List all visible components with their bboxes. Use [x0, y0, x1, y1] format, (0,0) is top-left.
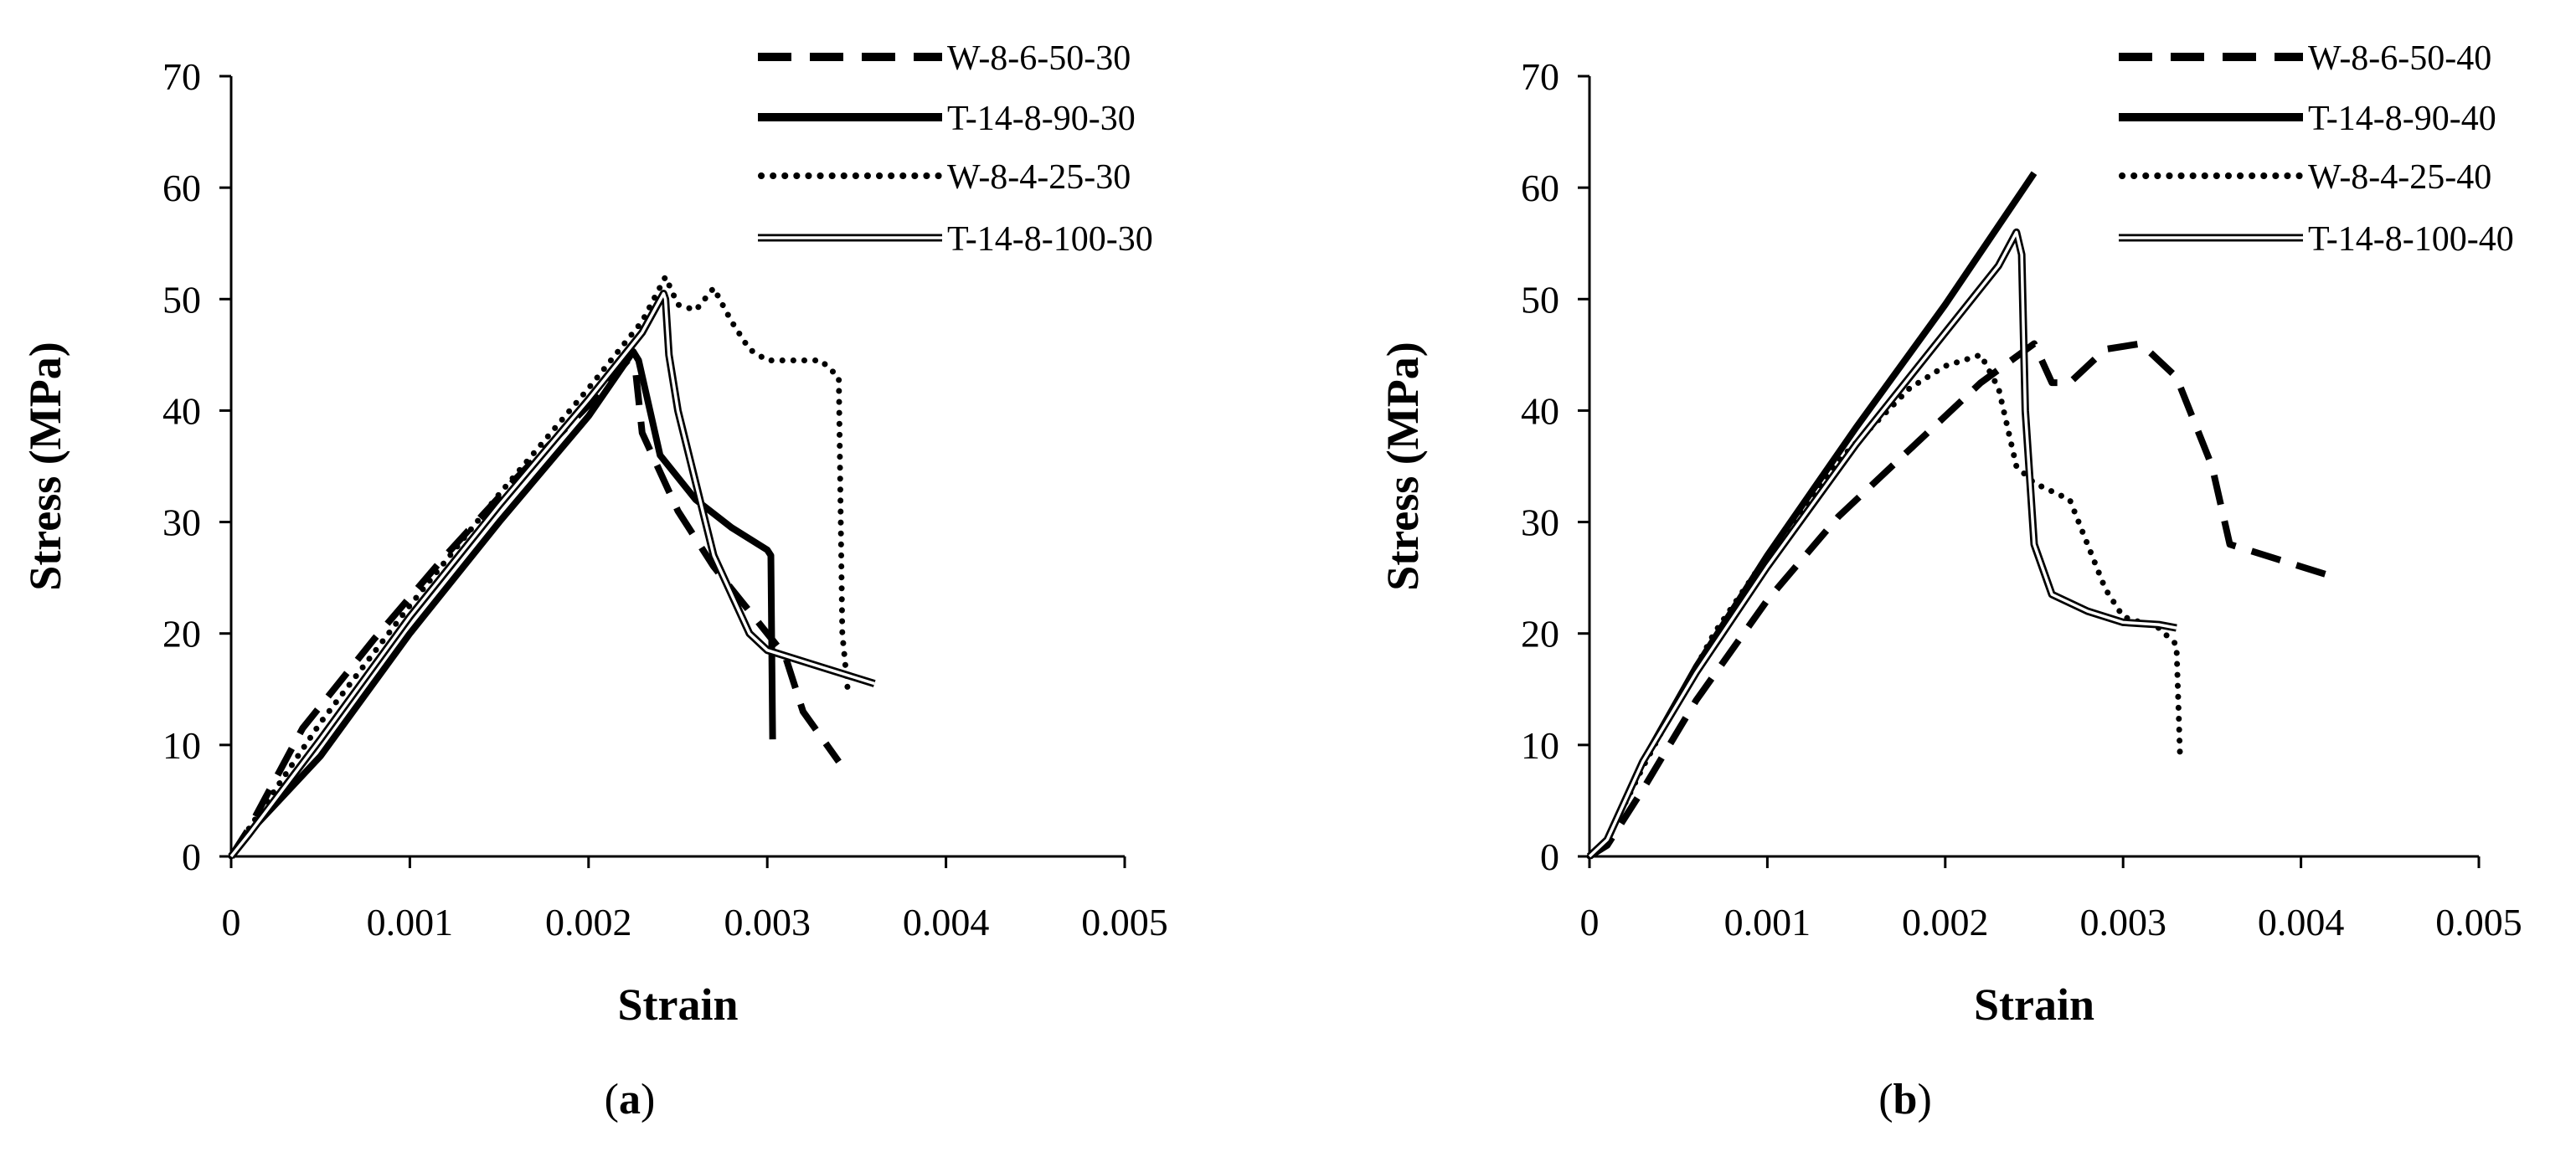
legend: W-8-6-50-30 T-14-8-90-30 W-8-4-25-30 T-14-8…	[758, 39, 1153, 259]
y-tick-label: 10	[162, 724, 201, 767]
caption-close-paren: )	[641, 1076, 655, 1123]
x-tick-label: 0.005	[1081, 901, 1168, 943]
legend-label: T-14-8-90-30	[947, 100, 1136, 138]
series-line-T-14-8-100-30-outer	[228, 290, 876, 859]
series-line-T-14-8-90-30	[228, 347, 776, 859]
legend-label: W-8-6-50-30	[947, 39, 1131, 78]
y-tick-label: 50	[1521, 278, 1559, 321]
y-tick-label: 30	[1521, 501, 1559, 544]
y-tick-label: 70	[162, 55, 201, 98]
legend-label: W-8-4-25-40	[2308, 158, 2491, 197]
y-tick-label: 50	[162, 278, 201, 321]
series-line-W-8-6-50-40	[1587, 340, 2338, 860]
legend-label: T-14-8-100-30	[947, 220, 1153, 259]
x-axis-title: Strain	[617, 979, 738, 1030]
caption-letter: a	[619, 1076, 641, 1123]
series-line-T-14-8-100-30-inner	[229, 291, 875, 858]
legend-label: W-8-4-25-30	[947, 158, 1131, 197]
y-axis-title: Stress (MPa)	[20, 342, 70, 590]
y-tick-label: 70	[1521, 55, 1559, 98]
series-line-T-14-8-100-40-inner	[1588, 230, 2177, 858]
x-tick-label: 0.001	[1724, 901, 1811, 943]
caption-open-paren: (	[1878, 1076, 1893, 1123]
y-tick-label: 20	[1521, 613, 1559, 655]
y-tick-label: 40	[1521, 389, 1559, 432]
chart-panel-b: 0 10 20 30 40 50 60 70 0 0.001 0.002 0.003 0.004 0.00…	[1378, 39, 2522, 1123]
y-tick-label: 60	[1521, 167, 1559, 209]
y-tick-label: 20	[162, 613, 201, 655]
x-tick-label: 0.003	[2079, 901, 2166, 943]
y-tick-label: 40	[162, 389, 201, 432]
x-tick-label: 0.002	[1902, 901, 1989, 943]
legend: W-8-6-50-40 T-14-8-90-40 W-8-4-25-40 T-14-8…	[2119, 39, 2514, 259]
x-axis-title: Strain	[1974, 979, 2094, 1030]
x-tick-label: 0.001	[367, 901, 454, 943]
y-tick-label: 60	[162, 167, 201, 209]
legend-label: W-8-6-50-40	[2308, 39, 2491, 78]
y-tick-label: 0	[1540, 835, 1559, 878]
x-tick-label: 0.005	[2435, 901, 2522, 943]
series-line-W-8-6-50-30	[228, 357, 842, 859]
legend-label: T-14-8-100-40	[2308, 220, 2514, 259]
x-tick-label: 0.002	[545, 901, 632, 943]
series-line-T-14-8-90-40	[1587, 171, 2038, 859]
y-axis-title: Stress (MPa)	[1378, 342, 1428, 590]
y-tick-label: 10	[1521, 724, 1559, 767]
x-tick-label: 0.004	[2258, 901, 2345, 943]
x-tick-label: 0.003	[724, 901, 811, 943]
x-tick-label: 0.004	[903, 901, 990, 943]
x-tick-label: 0	[1580, 901, 1600, 943]
panel-caption: (b)	[1878, 1076, 1932, 1123]
series-line-W-8-4-25-30	[228, 274, 851, 860]
x-tick-label: 0	[222, 901, 241, 943]
chart-panel-a: 0 10 20 30 40 50 60 70 0 0.001 0.002 0.003 0.004 0.00…	[20, 39, 1168, 1123]
y-tick-label: 30	[162, 501, 201, 544]
y-tick-label: 0	[182, 835, 201, 878]
caption-open-paren: (	[605, 1076, 619, 1123]
caption-letter: b	[1893, 1076, 1918, 1123]
caption-close-paren: )	[1917, 1076, 1931, 1123]
panel-caption: (a)	[605, 1076, 656, 1123]
legend-label: T-14-8-90-40	[2308, 100, 2496, 138]
series-line-W-8-4-25-40	[1586, 352, 2183, 860]
series-line-T-14-8-100-40-outer	[1586, 228, 2177, 860]
